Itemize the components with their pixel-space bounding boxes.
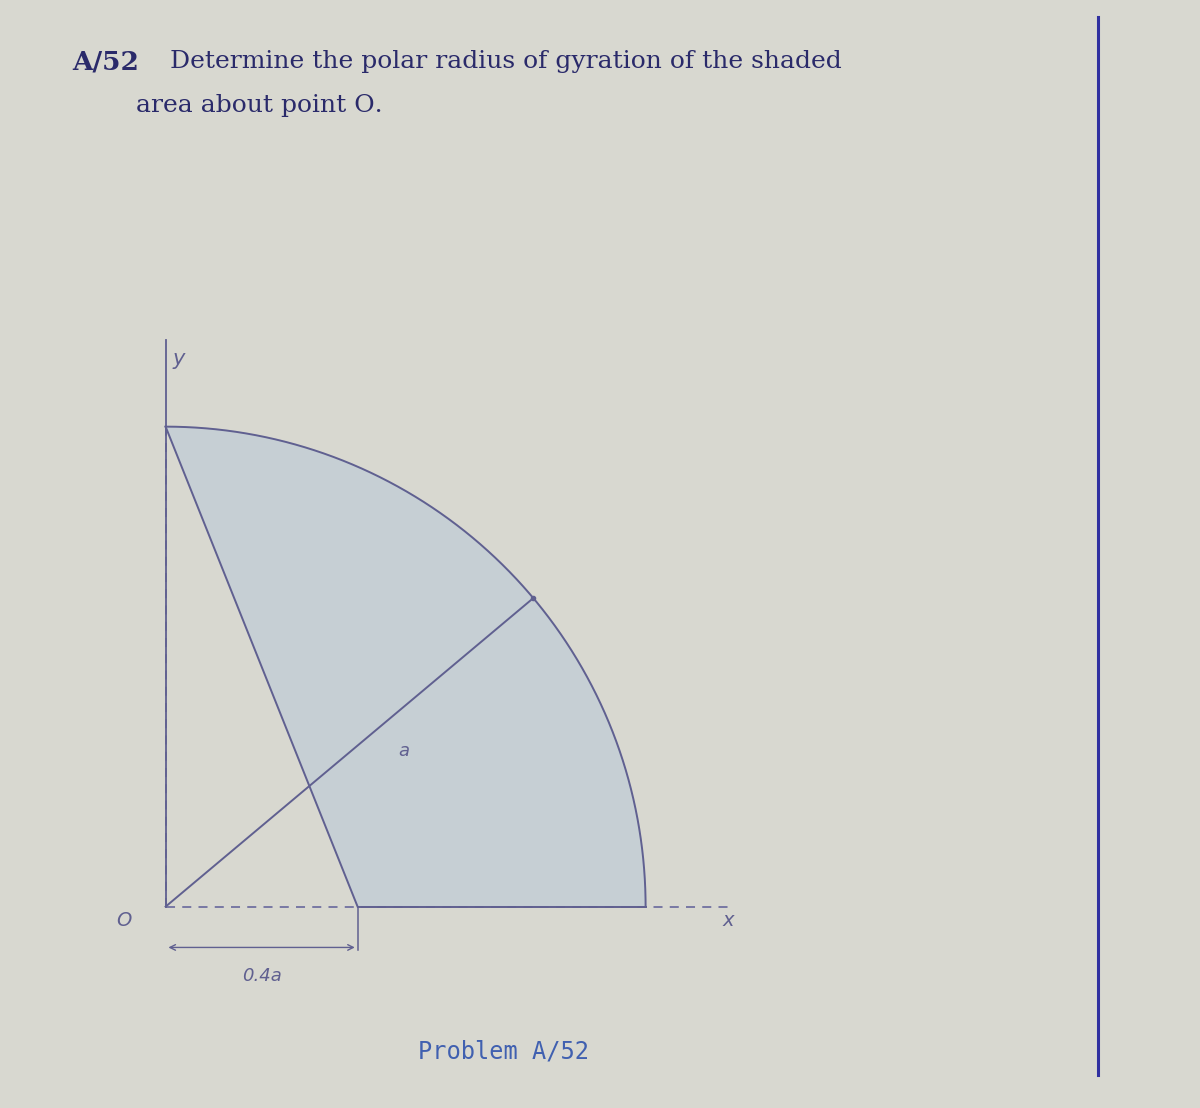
Text: x: x (722, 912, 734, 931)
Text: O: O (116, 912, 132, 931)
Polygon shape (166, 427, 646, 906)
Text: A/52: A/52 (72, 50, 139, 75)
Text: Determine the polar radius of gyration of the shaded: Determine the polar radius of gyration o… (162, 50, 841, 73)
Text: y: y (173, 349, 185, 369)
Text: area about point Ο.: area about point Ο. (72, 94, 383, 117)
Text: Problem A/52: Problem A/52 (419, 1039, 589, 1064)
Text: 0.4a: 0.4a (241, 966, 282, 985)
Text: a: a (398, 742, 409, 760)
